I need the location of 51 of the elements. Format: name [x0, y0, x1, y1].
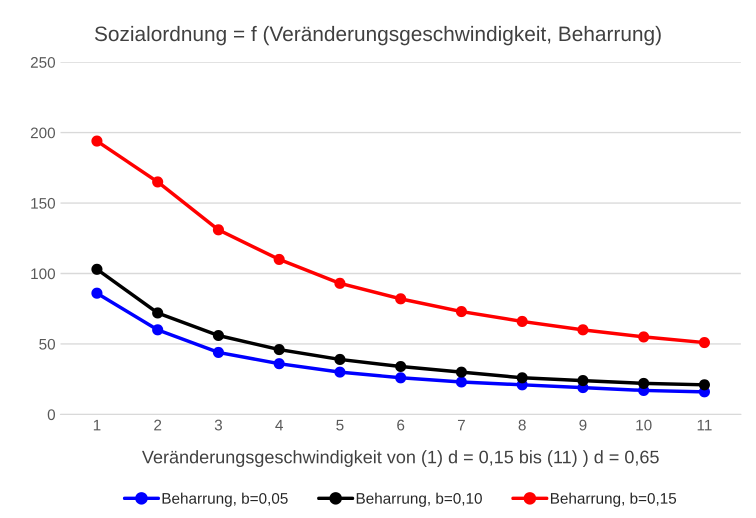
point	[456, 306, 467, 318]
x-tick-label: 8	[518, 420, 526, 430]
point	[456, 376, 467, 388]
point	[152, 324, 164, 336]
point	[395, 360, 406, 372]
x-tick-label: 3	[214, 420, 222, 430]
point	[212, 330, 224, 342]
y-tick-label: 50	[39, 338, 56, 350]
x-tick-label: 5	[336, 420, 344, 430]
x-tick-label: 11	[698, 420, 712, 430]
point	[334, 366, 346, 378]
x-axis-title: Veränderungsgeschwindigkeit von (1) d = 0,15 bis (11) ) d = 0,65	[142, 450, 659, 467]
point	[274, 344, 285, 356]
legend-label: Beharrung, b=0,10	[356, 492, 482, 507]
y-tick-label: 250	[30, 57, 56, 68]
point	[212, 224, 224, 236]
point	[91, 136, 102, 147]
point	[698, 379, 710, 390]
legend-label: Beharrung, b=0,05	[162, 492, 288, 507]
y-tick-label: 150	[31, 198, 56, 209]
x-tick-label: 2	[154, 420, 162, 430]
point	[577, 375, 588, 386]
point	[516, 372, 528, 384]
point	[577, 324, 588, 336]
legend-label: Beharrung, b=0,15	[550, 492, 676, 507]
y-tick-label: 200	[30, 127, 56, 138]
point	[395, 372, 406, 384]
point	[698, 336, 710, 348]
y-tick-label: 0	[48, 409, 56, 420]
point	[91, 288, 102, 299]
point	[274, 358, 285, 370]
point	[334, 278, 346, 289]
point	[516, 316, 528, 327]
point	[456, 366, 467, 378]
point	[274, 254, 285, 265]
chart-title: Sozialordnung = f (Veränderungsgeschwindigkeit, Beharrung)	[94, 26, 661, 46]
point	[334, 354, 346, 366]
x-tick-label: 7	[458, 420, 465, 430]
point	[152, 307, 164, 319]
x-tick-label: 1	[94, 420, 100, 430]
y-tick-label: 100	[31, 268, 56, 280]
point	[91, 264, 102, 275]
x-tick-label: 10	[636, 420, 652, 430]
point	[212, 346, 224, 358]
point	[395, 293, 406, 304]
point	[638, 331, 650, 342]
point	[152, 176, 164, 188]
point	[638, 378, 650, 389]
x-tick-label: 4	[275, 420, 283, 430]
x-tick-label: 6	[397, 420, 404, 430]
x-tick-label: 9	[579, 420, 586, 430]
